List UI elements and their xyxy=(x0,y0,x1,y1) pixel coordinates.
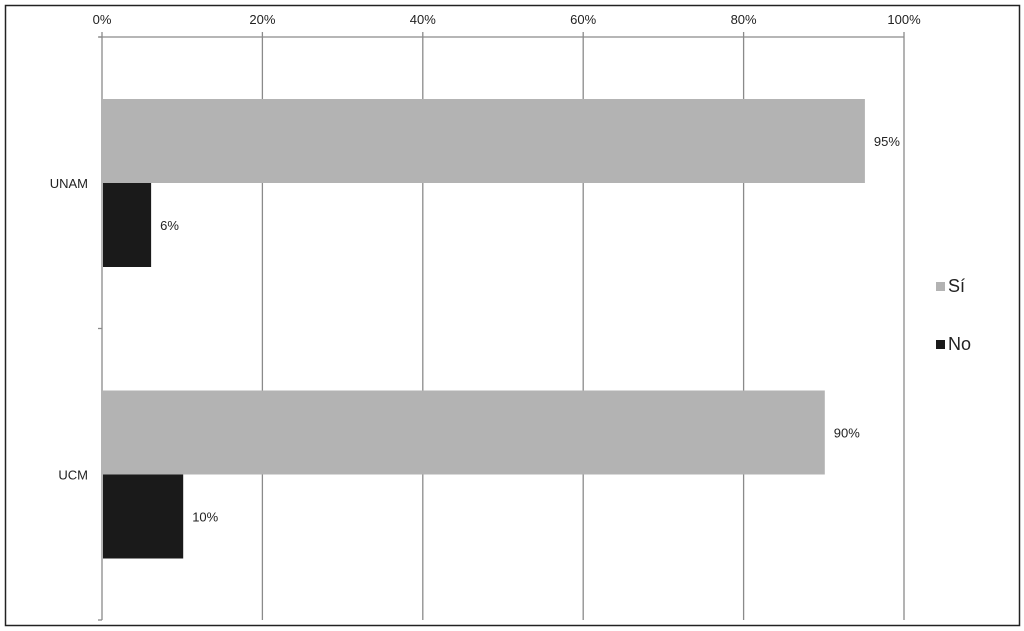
data-label: 95% xyxy=(874,134,900,149)
data-label: 90% xyxy=(834,426,860,441)
legend-swatch xyxy=(936,282,945,291)
bar-si xyxy=(103,390,825,475)
legend-swatch xyxy=(936,340,945,349)
x-tick-label: 80% xyxy=(731,12,757,27)
data-label: 6% xyxy=(160,218,179,233)
legend-label: Sí xyxy=(948,276,965,296)
y-tick-label: UNAM xyxy=(50,176,88,191)
bar-no xyxy=(103,474,184,559)
y-tick-label: UCM xyxy=(58,468,88,483)
bar-no xyxy=(103,183,152,267)
bar-si xyxy=(103,99,865,183)
data-label: 10% xyxy=(192,510,218,525)
x-tick-label: 0% xyxy=(93,12,112,27)
legend: Sí No xyxy=(936,276,971,354)
legend-label: No xyxy=(948,334,971,354)
x-tick-label: 60% xyxy=(570,12,596,27)
bars: 95% 6% 90% 10% xyxy=(103,99,900,559)
x-tick-label: 20% xyxy=(249,12,275,27)
axes: 0% 20% 40% 60% 80% 100% UNAM UCM xyxy=(50,12,921,621)
x-tick-label: 100% xyxy=(887,12,921,27)
x-tick-label: 40% xyxy=(410,12,436,27)
